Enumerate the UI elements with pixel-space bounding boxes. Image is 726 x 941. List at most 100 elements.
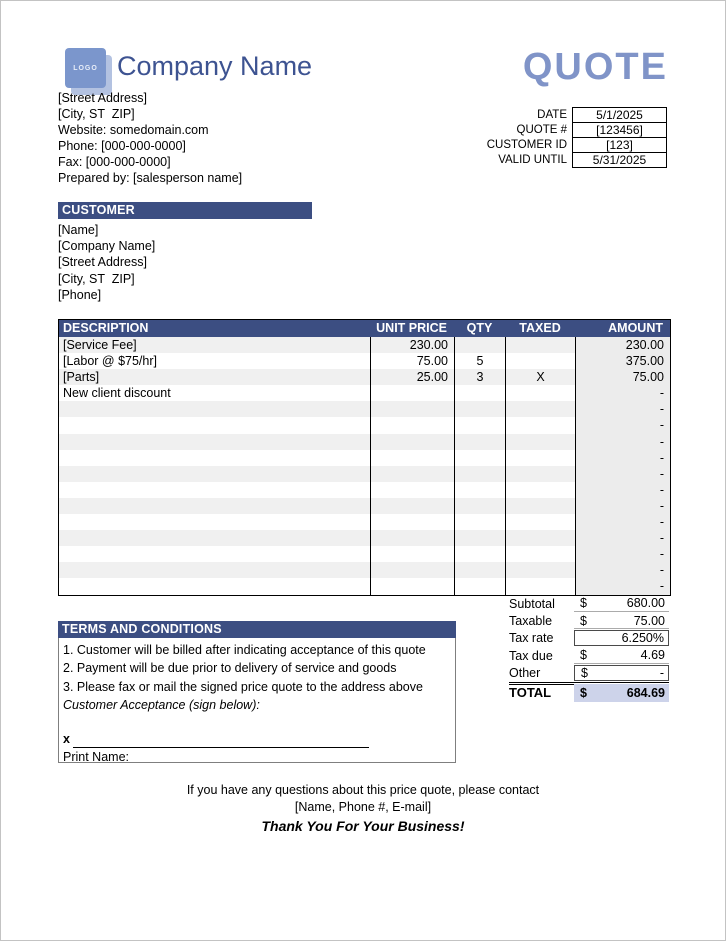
item-unit-price-cell[interactable] [370,546,454,563]
item-unit-price-cell[interactable] [370,514,454,531]
tax-rate-row: Tax rate 6.250% [509,630,669,647]
other-field[interactable]: $ - [574,665,669,682]
item-description-cell[interactable]: [Labor @ $75/hr] [63,354,157,369]
grand-total-row: TOTAL $ 684.69 [509,681,669,702]
tax-rate-field[interactable]: 6.250% [574,630,669,647]
item-unit-price-cell[interactable] [370,497,454,515]
item-taxed-cell[interactable]: X [505,369,575,386]
item-unit-price-cell[interactable] [370,481,454,498]
footer-contact-placeholder: [Name, Phone #, E-mail] [294,799,432,814]
item-amount-cell: - [575,449,670,466]
item-description-cell[interactable]: [Service Fee] [59,337,370,354]
item-taxed-cell[interactable] [505,433,575,450]
table-row: [Parts] 25.00 3 X 75.00 [59,369,670,386]
meta-value-field[interactable]: 5/31/2025 [572,152,667,168]
item-qty-cell[interactable] [454,481,505,498]
item-amount-cell: - [575,481,670,498]
meta-value-field[interactable]: 5/1/2025 [572,107,667,123]
item-description-cell[interactable] [59,546,370,562]
item-taxed-cell[interactable] [505,385,575,402]
item-description-cell[interactable] [59,401,370,418]
item-taxed-cell[interactable] [505,497,575,515]
item-qty-cell[interactable] [454,449,505,466]
item-unit-price-cell[interactable] [370,385,454,402]
meta-value-field[interactable]: [123] [572,137,667,153]
item-amount-cell: - [575,578,670,595]
meta-value-field[interactable]: [123456] [572,122,667,138]
currency-symbol: $ [580,596,587,611]
item-description-cell[interactable] [59,465,370,482]
print-name-label: Print Name: [63,750,129,765]
item-taxed-cell[interactable] [505,530,575,547]
item-description-cell[interactable] [59,514,370,530]
item-qty-cell[interactable] [454,514,505,531]
item-qty-cell[interactable] [454,530,505,547]
item-taxed-cell[interactable] [505,465,575,482]
item-taxed-cell[interactable] [505,401,575,418]
item-unit-price-cell[interactable] [370,562,454,579]
table-row: [Service Fee] 230.00 230.00 [59,337,670,354]
item-description-cell[interactable] [59,578,370,594]
customer-detail-line: [Name] [58,223,99,237]
currency-symbol: $ [580,613,587,628]
meta-label: CUSTOMER ID [486,139,567,151]
item-description-cell[interactable]: New client discount [63,386,171,401]
item-taxed-cell[interactable] [505,449,575,466]
item-unit-price-cell[interactable] [370,530,454,547]
item-taxed-cell[interactable] [505,578,575,595]
item-qty-cell[interactable] [454,465,505,482]
quote-meta-row: VALID UNTIL 5/31/2025 [432,152,667,168]
item-description-cell[interactable] [59,562,370,579]
item-description-cell[interactable] [59,450,370,466]
item-description-cell[interactable] [59,417,370,433]
table-row: - [59,433,670,450]
item-description-cell[interactable] [59,482,370,498]
item-taxed-cell[interactable] [505,353,575,370]
item-qty-cell[interactable] [454,497,505,515]
item-qty-cell[interactable] [454,433,505,450]
signature-line-field[interactable] [72,734,369,749]
document-title: QUOTE [522,46,668,88]
item-unit-price-cell[interactable] [370,465,454,482]
item-qty-cell[interactable] [454,578,505,595]
item-amount-cell: 75.00 [575,369,670,386]
item-description-cell[interactable] [59,530,370,547]
table-row: - [59,514,670,531]
item-taxed-cell[interactable] [505,417,575,434]
item-unit-price-cell[interactable] [370,449,454,466]
item-unit-price-cell[interactable] [370,417,454,434]
terms-content: 1. Customer will be billed after indicat… [59,638,455,766]
item-taxed-cell[interactable] [505,481,575,498]
item-taxed-cell[interactable] [505,562,575,579]
item-qty-cell[interactable] [454,546,505,563]
item-unit-price-cell[interactable]: 25.00 [370,369,454,386]
table-row: - [59,481,670,498]
item-taxed-cell[interactable] [505,514,575,531]
company-name: Company Name [117,51,313,81]
table-row: - [59,578,670,595]
item-taxed-cell[interactable] [505,337,575,354]
table-row: New client discount - [59,385,670,402]
header-amount: AMOUNT [608,321,663,335]
total-value: $ 684.69 [574,683,669,702]
table-header-row: DESCRIPTION UNIT PRICE QTY TAXED AMOUNT [59,320,670,337]
item-qty-cell[interactable]: 3 [454,369,505,386]
item-qty-cell[interactable] [454,385,505,402]
item-unit-price-cell[interactable]: 75.00 [370,353,454,370]
item-description-cell[interactable] [59,497,370,515]
item-qty-cell[interactable]: 5 [454,353,505,370]
item-unit-price-cell[interactable] [370,578,454,595]
item-description-cell[interactable]: [Parts] [59,369,370,386]
terms-condition-line: 3. Please fax or mail the signed price q… [63,679,423,694]
item-unit-price-cell[interactable]: 230.00 [370,337,454,354]
item-qty-cell[interactable] [454,337,505,354]
item-qty-cell[interactable] [454,401,505,418]
item-unit-price-cell[interactable] [370,433,454,450]
taxable-value: $ 75.00 [574,613,669,630]
item-description-cell[interactable] [59,433,370,450]
item-taxed-cell[interactable] [505,546,575,563]
item-qty-cell[interactable] [454,562,505,579]
currency-symbol: $ [581,666,588,681]
item-qty-cell[interactable] [454,417,505,434]
item-unit-price-cell[interactable] [370,401,454,418]
